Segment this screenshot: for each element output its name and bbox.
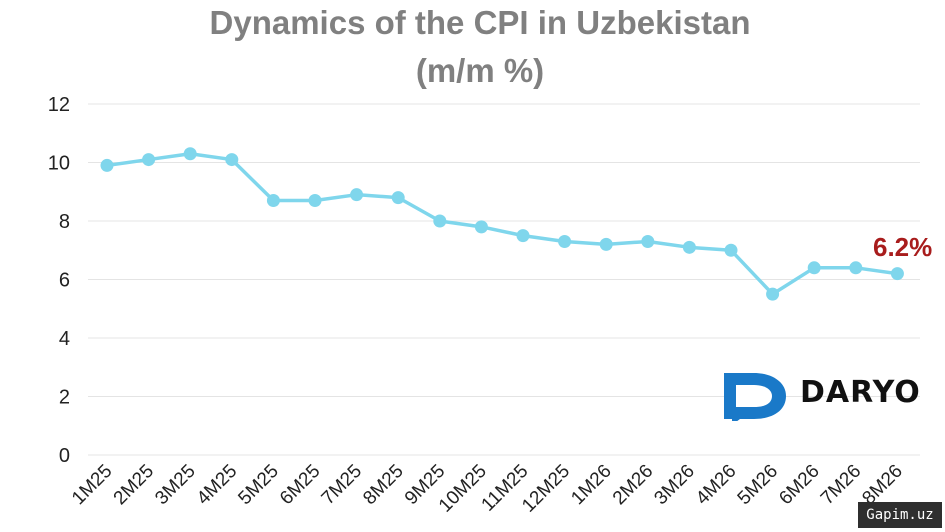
x-tick-label: 2M26	[609, 461, 657, 509]
last-value-annotation: 6.2%	[873, 232, 932, 262]
chart-subtitle: (m/m %)	[415, 52, 545, 89]
series-line	[106, 151, 898, 296]
y-tick-label: 12	[48, 94, 70, 116]
data-point	[183, 147, 197, 161]
data-point	[266, 194, 280, 208]
data-point	[890, 267, 904, 281]
data-point	[724, 243, 738, 257]
data-point	[682, 240, 696, 254]
data-point	[558, 234, 572, 248]
data-point	[391, 191, 405, 205]
data-point	[599, 237, 613, 251]
x-tick-label: 1M25	[68, 461, 116, 509]
x-tick-label: 6M26	[775, 461, 823, 509]
daryo-logo: DARYO	[722, 369, 922, 425]
x-tick-label: 3M25	[151, 461, 199, 509]
data-point	[807, 261, 821, 275]
x-tick-label: 4M25	[193, 461, 241, 509]
x-tick-label: 5M26	[734, 461, 782, 509]
data-point	[100, 158, 114, 172]
x-tick-label: 5M25	[234, 461, 282, 509]
x-tick-label: 8M25	[359, 461, 407, 509]
watermark: Gapim.uz	[858, 502, 942, 528]
y-axis-ticks: 0 2 4 6 8 10 12	[48, 94, 70, 467]
daryo-logo-text: DARYO	[800, 375, 921, 410]
data-point	[474, 220, 488, 234]
x-tick-label: 3M26	[650, 461, 698, 509]
data-point	[516, 229, 530, 243]
data-point	[142, 153, 156, 167]
data-point	[641, 234, 655, 248]
x-tick-label: 6M25	[276, 461, 324, 509]
y-tick-label: 4	[59, 328, 70, 350]
y-tick-label: 0	[59, 445, 70, 467]
daryo-logo-icon	[724, 373, 786, 425]
x-tick-label: 2M25	[110, 461, 158, 509]
x-tick-label: 4M26	[692, 461, 740, 509]
x-tick-label: 10M25	[435, 461, 491, 517]
data-point	[225, 153, 239, 167]
x-tick-label: 1M26	[567, 461, 615, 509]
data-point	[849, 261, 863, 275]
y-tick-label: 2	[59, 387, 70, 409]
y-tick-label: 6	[59, 270, 70, 292]
series-points	[100, 147, 904, 301]
x-axis-ticks: 1M252M253M254M255M256M257M258M259M2510M2…	[68, 461, 907, 517]
data-point	[766, 287, 780, 301]
y-tick-label: 10	[48, 153, 70, 175]
x-tick-label: 12M25	[518, 461, 574, 517]
x-tick-label: 7M25	[318, 461, 366, 509]
chart-title: Dynamics of the CPI in Uzbekistan	[209, 4, 751, 41]
data-point	[433, 214, 447, 228]
data-point	[350, 188, 364, 202]
data-point	[308, 194, 322, 208]
y-tick-label: 8	[59, 211, 70, 233]
series-line-path	[106, 151, 898, 296]
